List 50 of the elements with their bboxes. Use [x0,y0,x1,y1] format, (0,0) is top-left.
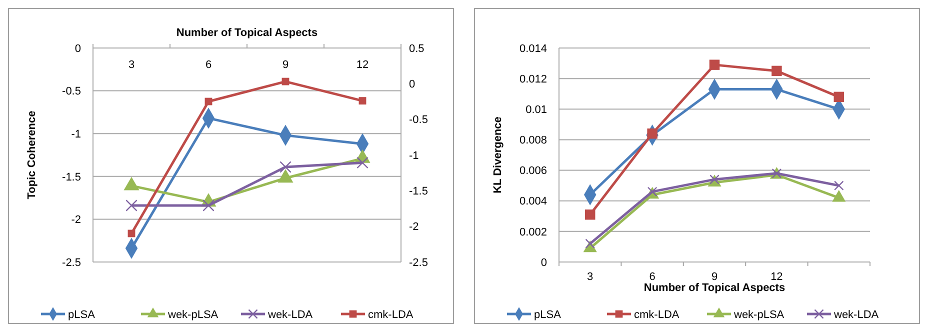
legend-label: cmk-LDA [634,308,680,321]
legend-label: wek-LDA [833,308,880,321]
x-tick-label: 6 [649,271,656,283]
x-tick-label: 9 [282,59,289,71]
point [584,209,596,220]
y-axis-title: Topic Coherence [26,110,38,200]
y2-tick-label: -2 [409,221,419,234]
y-tick-label: -2.5 [62,256,81,269]
point [834,180,844,190]
y-tick-label: -2 [71,214,81,226]
y-tick-label: 0.008 [519,134,547,147]
point [709,60,720,70]
x-tick-label: 3 [128,59,135,71]
y2-tick-label: -1.5 [409,186,428,198]
legend-label: wek-pLSA [167,308,219,321]
point [772,66,782,76]
point [356,156,368,169]
legend-label: wek-LDA [267,308,314,321]
y-tick-label: 0.006 [519,165,547,178]
point [834,92,844,102]
y-tick-label: 0.01 [526,104,547,116]
y-axis-title: KL Divergence [492,116,504,194]
y2-tick-label: -0.5 [409,114,428,126]
y2-tick-label: 0.5 [409,42,424,55]
point [358,97,366,104]
y-tick-label: 0 [540,256,547,269]
legend-label: cmk-LDA [368,308,414,321]
x-axis-title: Number of Topical Aspects [644,282,786,294]
y2-tick-label: -2.5 [409,256,428,269]
x-tick-label: 9 [711,271,718,283]
legend-label: pLSA [534,308,562,321]
y2-tick-label: -1 [409,150,419,162]
x2-axis-title: Number of Topical Aspects [176,27,318,39]
y-tick-label: 0.004 [519,196,547,208]
x-tick-label: 12 [356,59,369,71]
x-tick-label: 6 [205,59,212,71]
y-tick-label: -1 [71,128,81,140]
y-tick-label: 0.002 [519,226,547,238]
y-tick-label: -0.5 [62,86,81,98]
legend-label: wek-pLSA [733,308,785,321]
y-tick-label: 0.014 [519,42,547,55]
y-tick-label: -1.5 [62,171,81,184]
y-tick-label: 0.012 [519,73,547,86]
x-tick-label: 3 [587,271,594,283]
y-tick-label: 0 [74,42,81,55]
x-tick-label: 12 [770,271,783,283]
point [126,200,138,212]
y2-tick-label: 0 [409,78,416,91]
point [280,161,292,173]
legend-label: pLSA [68,308,96,321]
